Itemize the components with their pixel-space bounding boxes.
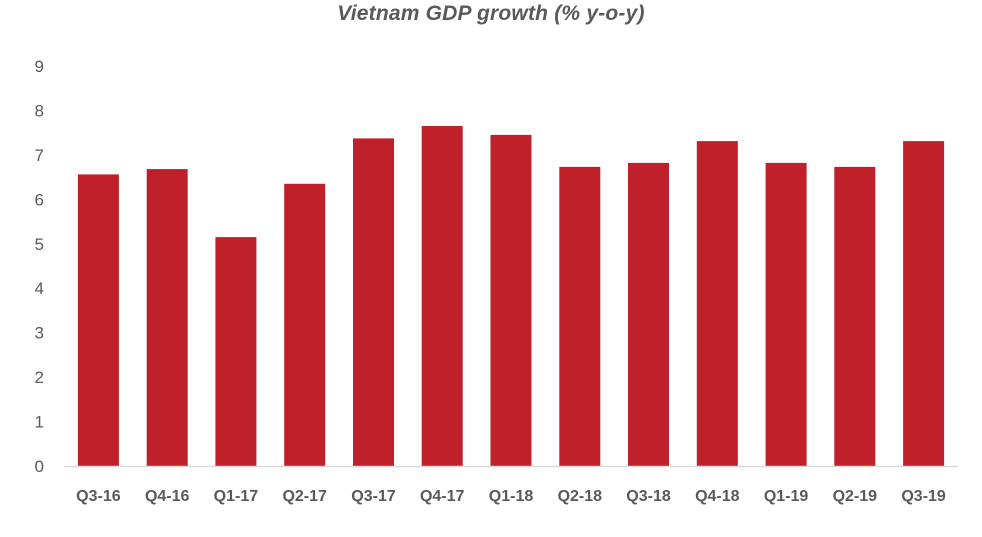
bar-q2-17 [284, 183, 326, 467]
x-tick-label: Q2-17 [282, 488, 327, 505]
y-tick-label: 8 [35, 101, 44, 120]
x-tick-label: Q2-18 [558, 488, 603, 505]
y-tick-label: 1 [35, 413, 44, 432]
y-tick-label: 3 [35, 324, 44, 343]
y-tick-label: 0 [35, 457, 44, 476]
bar-q2-18 [559, 166, 601, 466]
y-tick-label: 6 [35, 190, 44, 209]
bar-q4-18 [696, 141, 738, 466]
x-tick-label: Q1-19 [764, 488, 809, 505]
y-axis-ticks: 0 1 2 3 4 5 6 7 8 9 [35, 57, 44, 476]
bar-q3-19 [903, 141, 945, 466]
bar-q3-18 [628, 162, 669, 466]
bar-q1-18 [490, 134, 532, 466]
x-tick-label: Q4-16 [145, 488, 190, 505]
y-tick-label: 2 [35, 368, 44, 387]
bars [77, 126, 945, 467]
x-tick-label: Q4-17 [420, 488, 465, 505]
bar-q3-16 [77, 174, 119, 466]
x-tick-label: Q1-17 [214, 488, 259, 505]
bar-q1-19 [765, 162, 807, 466]
y-tick-label: 5 [35, 235, 44, 254]
x-tick-label: Q2-19 [833, 488, 878, 505]
bar-q1-17 [215, 237, 257, 466]
x-tick-label: Q1-18 [489, 488, 534, 505]
bar-q3-17 [353, 138, 394, 466]
chart-title: Vietnam GDP growth (% y-o-y) [337, 2, 645, 25]
bar-q2-19 [834, 166, 876, 466]
x-tick-label: Q3-18 [626, 488, 671, 505]
y-tick-label: 4 [35, 279, 44, 298]
x-tick-label: Q3-16 [76, 488, 121, 505]
bar-q4-17 [421, 126, 463, 466]
x-tick-label: Q4-18 [695, 488, 740, 505]
y-tick-label: 9 [35, 57, 44, 76]
x-tick-label: Q3-19 [901, 488, 946, 505]
y-tick-label: 7 [35, 146, 44, 165]
x-axis-labels: Q3-16 Q4-16 Q1-17 Q2-17 Q3-17 Q4-17 Q1-18 Q2-18… [76, 488, 946, 505]
x-tick-label: Q3-17 [351, 488, 396, 505]
bar-q4-16 [146, 169, 188, 466]
